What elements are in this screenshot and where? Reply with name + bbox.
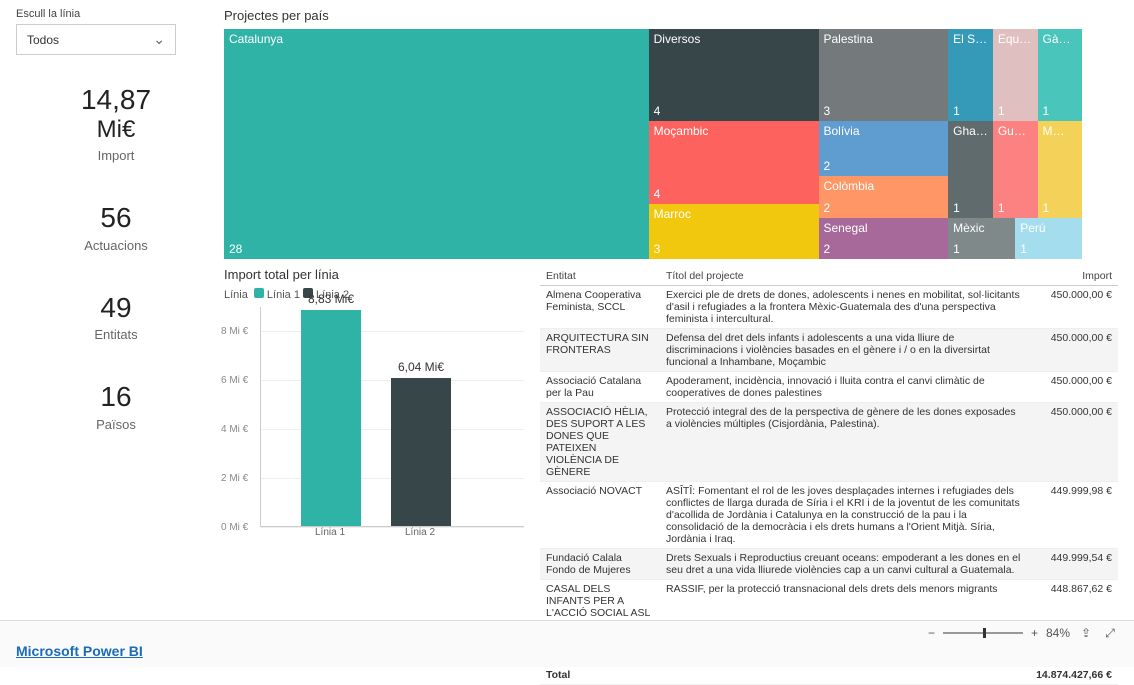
table-header[interactable]: Títol del projecte (660, 267, 1028, 286)
zoom-slider[interactable] (943, 632, 1023, 634)
zoom-in-button[interactable]: + (1031, 626, 1038, 640)
fullscreen-icon[interactable]: ⤢ (1102, 625, 1118, 641)
treemap-cell[interactable]: Palestina3 (819, 29, 949, 121)
kpi-països: 16Països (16, 382, 216, 432)
total-value: 14.874.427,66 € (1028, 666, 1118, 685)
table-header[interactable]: Import (1028, 267, 1118, 286)
table-row[interactable]: Fundació Calala Fondo de MujeresDrets Se… (540, 549, 1118, 580)
treemap-title: Projectes per país (224, 8, 1118, 23)
treemap-cell[interactable]: Senegal2 (819, 218, 949, 259)
treemap[interactable]: Catalunya28Diversos4Palestina3Moçambic4M… (224, 29, 1118, 259)
treemap-cell[interactable]: Gha…1 (948, 121, 993, 218)
filter-label: Escull la línia (16, 8, 216, 20)
treemap-cell[interactable]: El S…1 (948, 29, 993, 121)
treemap-cell[interactable]: Marroc3 (649, 204, 819, 259)
zoom-out-button[interactable]: − (928, 626, 935, 640)
filter-dropdown[interactable]: Todos ⌄ (16, 24, 176, 55)
kpi-actuacions: 56Actuacions (16, 203, 216, 253)
treemap-cell[interactable]: Gà…1 (1038, 29, 1083, 121)
powerbi-link[interactable]: Microsoft Power BI (16, 643, 143, 659)
chevron-down-icon: ⌄ (153, 31, 165, 48)
share-icon[interactable]: ⇪ (1078, 625, 1094, 641)
table-header[interactable]: Entitat (540, 267, 660, 286)
treemap-cell[interactable]: Equ…1 (993, 29, 1038, 121)
filter-value: Todos (27, 33, 59, 47)
treemap-cell[interactable]: Moçambic4 (649, 121, 819, 204)
table-row[interactable]: Associació Catalana per la PauApoderamen… (540, 372, 1118, 403)
treemap-cell[interactable]: Mèxic1 (948, 218, 1015, 259)
bar[interactable] (391, 378, 451, 526)
table-row[interactable]: Associació NOVACTASÎTÎ: Fomentant el rol… (540, 482, 1118, 549)
barchart-area[interactable]: 0 Mi €2 Mi €4 Mi €6 Mi €8 Mi €8,83 Mi€6,… (260, 307, 524, 527)
table-row[interactable]: ASSOCIACIÓ HÈLIA, DES SUPORT A LES DONES… (540, 403, 1118, 482)
total-label: Total (540, 666, 660, 685)
kpi-entitats: 49Entitats (16, 293, 216, 343)
treemap-cell[interactable]: Diversos4 (649, 29, 819, 121)
treemap-cell[interactable]: Bolívia2 (819, 121, 949, 176)
barchart-legend: Línia Línia 1 Línia 2 (224, 288, 524, 301)
treemap-cell[interactable]: Catalunya28 (224, 29, 649, 259)
bar[interactable] (301, 310, 361, 526)
treemap-cell[interactable]: M…1 (1038, 121, 1083, 218)
treemap-cell[interactable]: Gu…1 (993, 121, 1038, 218)
kpi-import: 14,87Mi€Import (16, 85, 216, 163)
table-row[interactable]: Almena Cooperativa Feminista, SCCLExerci… (540, 286, 1118, 329)
zoom-value: 84% (1046, 626, 1070, 640)
barchart-title: Import total per línia (224, 267, 524, 282)
treemap-cell[interactable]: Perú1 (1015, 218, 1082, 259)
table-row[interactable]: ARQUITECTURA SIN FRONTERASDefensa del dr… (540, 329, 1118, 372)
treemap-cell[interactable]: Colòmbia2 (819, 176, 949, 217)
